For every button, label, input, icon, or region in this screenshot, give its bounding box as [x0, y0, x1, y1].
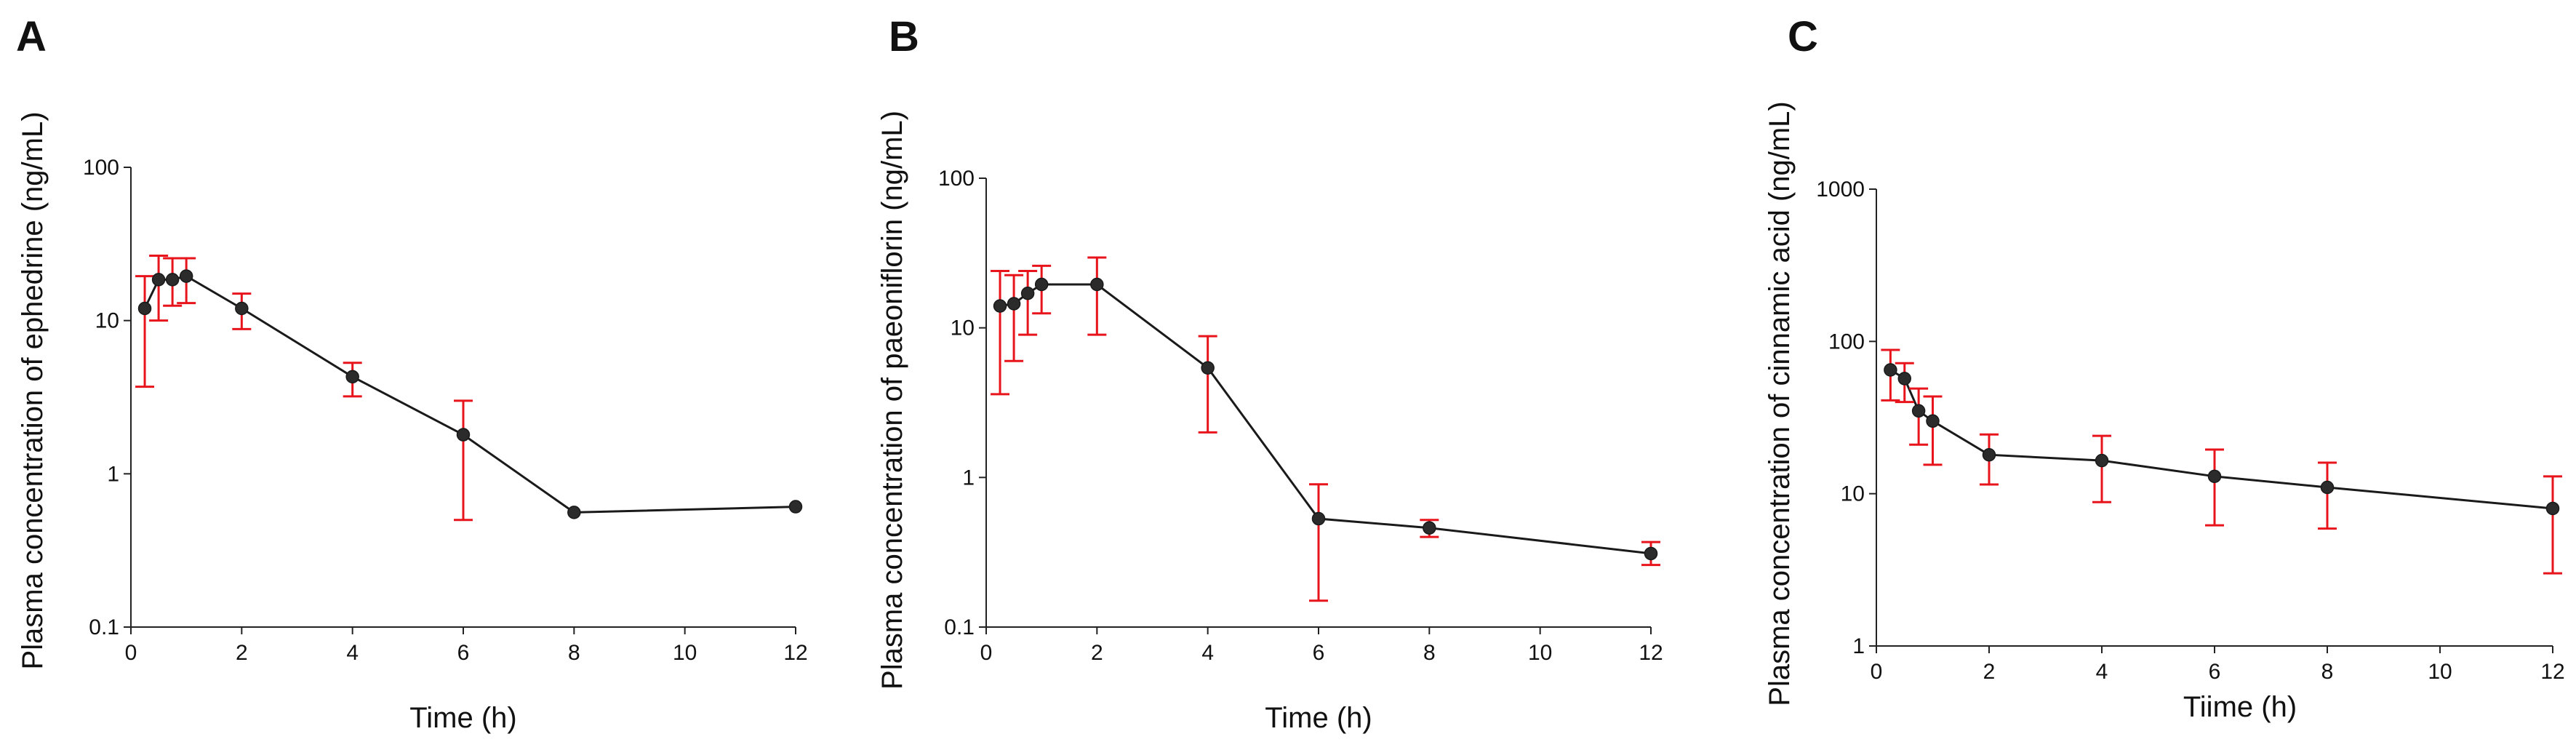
panel-b-y-tick-label: 0.1	[944, 615, 975, 639]
panel-a-x-tick-label: 2	[236, 641, 248, 665]
panel-b-data-point	[1423, 521, 1436, 535]
panel-a-data-point	[345, 370, 359, 384]
panel-b-error-bar	[1004, 274, 1024, 362]
panel-a-y-tick-label: 100	[83, 156, 119, 180]
panel-a-data-point	[165, 273, 180, 287]
panel-c-x-tick-label: 10	[2428, 660, 2452, 684]
panel-a-y-tick-label: 1	[107, 462, 119, 486]
panel-c-y-axis-label: Plasma concentration of cinnamic acid (n…	[1764, 101, 1796, 706]
panel-a-x-axis-label: Time (h)	[409, 702, 516, 734]
panel-a-error-bar	[135, 275, 155, 388]
panel-a-x-tick-label: 6	[457, 641, 470, 665]
panel-a-y-tick-label: 10	[95, 309, 119, 333]
panel-b-error-bar	[1018, 269, 1038, 336]
panel-c-error-bar	[2205, 448, 2224, 527]
panel-a: A Plasma concentration of ephedrine (ng/…	[16, 13, 808, 734]
panel-c-data-point	[2207, 469, 2222, 484]
panel-b-x-tick-label: 8	[1423, 641, 1436, 665]
panel-a-data-point	[179, 269, 193, 283]
panel-b-y-axis-label: Plasma concentration of paeoniflorin (ng…	[876, 111, 908, 690]
panel-a-data-point	[137, 301, 152, 316]
panel-b-label: B	[889, 13, 919, 60]
panel-b-error-bar	[1309, 483, 1328, 602]
panel-a-label: A	[16, 13, 47, 60]
panel-b-error-bar	[1087, 256, 1107, 336]
panel-c-error-bar	[2543, 475, 2562, 575]
panel-a-error-bar	[149, 255, 169, 322]
panel-a-data-point	[151, 273, 166, 287]
panel-c-plot: 1 10 100 1000 0 2 4 6 8 10 12	[1816, 177, 2564, 684]
panel-b: B Plasma concentration of paeoniflorin (…	[876, 13, 1663, 734]
panel-a-x-tick-label: 4	[346, 641, 359, 665]
panel-a-y-tick-label: 0.1	[89, 615, 119, 639]
panel-b-x-tick-label: 0	[980, 641, 993, 665]
panel-c-x-tick-label: 12	[2540, 660, 2564, 684]
panel-a-data-point	[235, 301, 249, 316]
panel-a-x-tick-label: 10	[673, 641, 697, 665]
panel-c-x-tick-label: 2	[1983, 660, 1996, 684]
panel-c-y-tick-label: 100	[1828, 330, 1865, 354]
panel-b-error-bar	[1198, 335, 1217, 434]
panel-a-data-point	[788, 500, 803, 514]
panel-c-data-point	[2545, 501, 2560, 516]
panel-b-error-bar	[991, 269, 1010, 396]
panel-a-x-tick-label: 0	[125, 641, 137, 665]
panel-c-y-tick-label: 10	[1841, 482, 1865, 506]
panel-a-y-axis-label: Plasma concentration of ephedrine (ng/mL…	[17, 111, 49, 669]
panel-a-error-bar	[454, 399, 473, 522]
panel-b-x-tick-label: 10	[1528, 641, 1552, 665]
panel-b-data-point	[1201, 361, 1215, 375]
panel-c-x-tick-label: 4	[2096, 660, 2108, 684]
panel-a-x-tick-label: 8	[568, 641, 580, 665]
panel-c-x-tick-label: 8	[2321, 660, 2334, 684]
panel-b-x-tick-label: 6	[1313, 641, 1325, 665]
panel-c-error-bar	[2092, 434, 2111, 503]
panel-c: C Plasma concentration of cinnamic acid …	[1764, 13, 2565, 723]
panel-b-y-tick-label: 100	[938, 167, 975, 191]
panel-b-x-tick-label: 12	[1639, 641, 1663, 665]
panel-c-data-point	[1884, 363, 1897, 377]
panel-c-data-point	[1926, 414, 1940, 428]
panel-b-plot: 0.1 1 10 100 0 2 4 6 8 10 12	[938, 167, 1663, 665]
panel-b-data-point	[1034, 277, 1049, 292]
panel-b-data-point	[1311, 511, 1326, 526]
panel-c-data-point	[2095, 453, 2109, 468]
panel-a-plot: 0.1 1 10 100 0 2 4 6 8 10 12	[83, 156, 808, 665]
panel-c-data-point	[1982, 447, 1996, 462]
panel-b-y-tick-label: 10	[951, 316, 975, 340]
panel-a-x-tick-label: 12	[783, 641, 807, 665]
panel-a-data-point	[567, 506, 581, 519]
panel-c-x-tick-label: 6	[2209, 660, 2221, 684]
panel-b-data-point	[1007, 297, 1021, 311]
panel-c-y-tick-label: 1000	[1816, 177, 1865, 202]
panel-c-x-tick-label: 0	[1871, 660, 1883, 684]
panel-c-data-point	[1911, 404, 1926, 418]
panel-b-data-point	[1020, 287, 1035, 300]
panel-c-data-point	[2320, 480, 2335, 495]
panel-c-y-tick-label: 1	[1852, 634, 1865, 658]
panel-c-error-bar	[2318, 461, 2337, 530]
panel-b-x-tick-label: 4	[1201, 641, 1214, 665]
panel-c-data-point	[1897, 372, 1911, 386]
panel-b-y-tick-label: 1	[962, 466, 975, 490]
panel-b-x-axis-label: Time (h)	[1265, 702, 1372, 734]
panel-c-label: C	[1788, 13, 1818, 60]
panel-b-x-tick-label: 2	[1091, 641, 1103, 665]
panel-c-x-axis-label: Tiime (h)	[2183, 691, 2297, 723]
panel-b-data-point	[1644, 546, 1658, 561]
panel-a-data-point	[456, 428, 471, 442]
panel-b-data-point	[993, 299, 1007, 313]
panel-b-data-point	[1090, 277, 1104, 292]
panel-c-error-bar	[1923, 395, 1943, 466]
